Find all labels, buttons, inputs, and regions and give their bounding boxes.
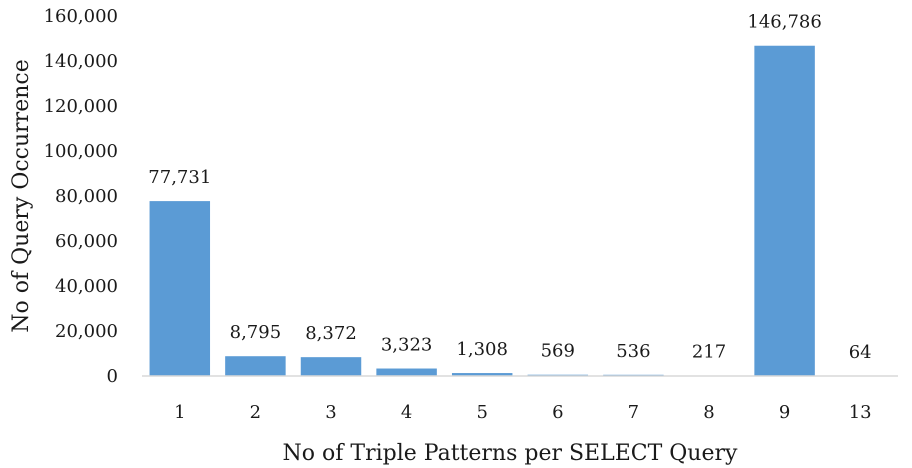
x-tick-label: 4 [401,402,412,423]
bar [754,45,815,376]
bar [300,357,362,376]
bar [376,368,437,376]
data-labels-group: 77,731 8,795 8,372 3,323 1,308 569 536 217 146,7… [148,12,871,363]
bars-group [149,45,891,376]
y-tick-label: 60,000 [55,231,118,252]
y-axis-title: No of Query Occurrence [9,59,34,332]
y-tick-label: 100,000 [44,141,118,162]
bar-data-label: 64 [849,342,872,363]
bar [225,356,286,376]
x-tick-label: 13 [849,402,872,423]
y-tick-label: 140,000 [44,51,118,72]
bar-data-label: 3,323 [381,335,433,356]
x-tick-label: 2 [250,402,261,423]
y-tick-label: 80,000 [55,186,118,207]
bar-data-label: 77,731 [148,167,211,188]
y-tick-label: 20,000 [55,321,118,342]
bar-data-label: 1,308 [456,339,508,360]
bar-data-label: 8,795 [230,322,282,343]
x-tick-label: 1 [174,402,185,423]
bar-data-label: 8,372 [305,323,357,344]
bar [149,201,211,376]
y-tick-label: 160,000 [44,6,118,27]
y-tick-label: 0 [107,366,118,387]
y-axis-ticks: 0 20,000 40,000 60,000 80,000 100,000 120,000 1… [44,6,118,387]
x-tick-label: 7 [628,402,639,423]
bar-data-label: 569 [541,341,575,362]
x-tick-label: 3 [325,402,336,423]
bar-data-label: 217 [692,342,726,363]
x-tick-label: 5 [476,402,487,423]
bar-data-label: 536 [616,341,650,362]
x-tick-label: 9 [779,402,790,423]
bar-data-label: 146,786 [747,12,821,33]
x-tick-label: 6 [552,402,563,423]
y-tick-label: 120,000 [44,96,118,117]
bar [451,373,513,376]
x-tick-label: 8 [703,402,714,423]
x-axis-ticks: 1 2 3 4 5 6 7 8 9 13 [174,402,872,423]
y-tick-label: 40,000 [55,276,118,297]
x-axis-title: No of Triple Patterns per SELECT Query [283,441,738,466]
